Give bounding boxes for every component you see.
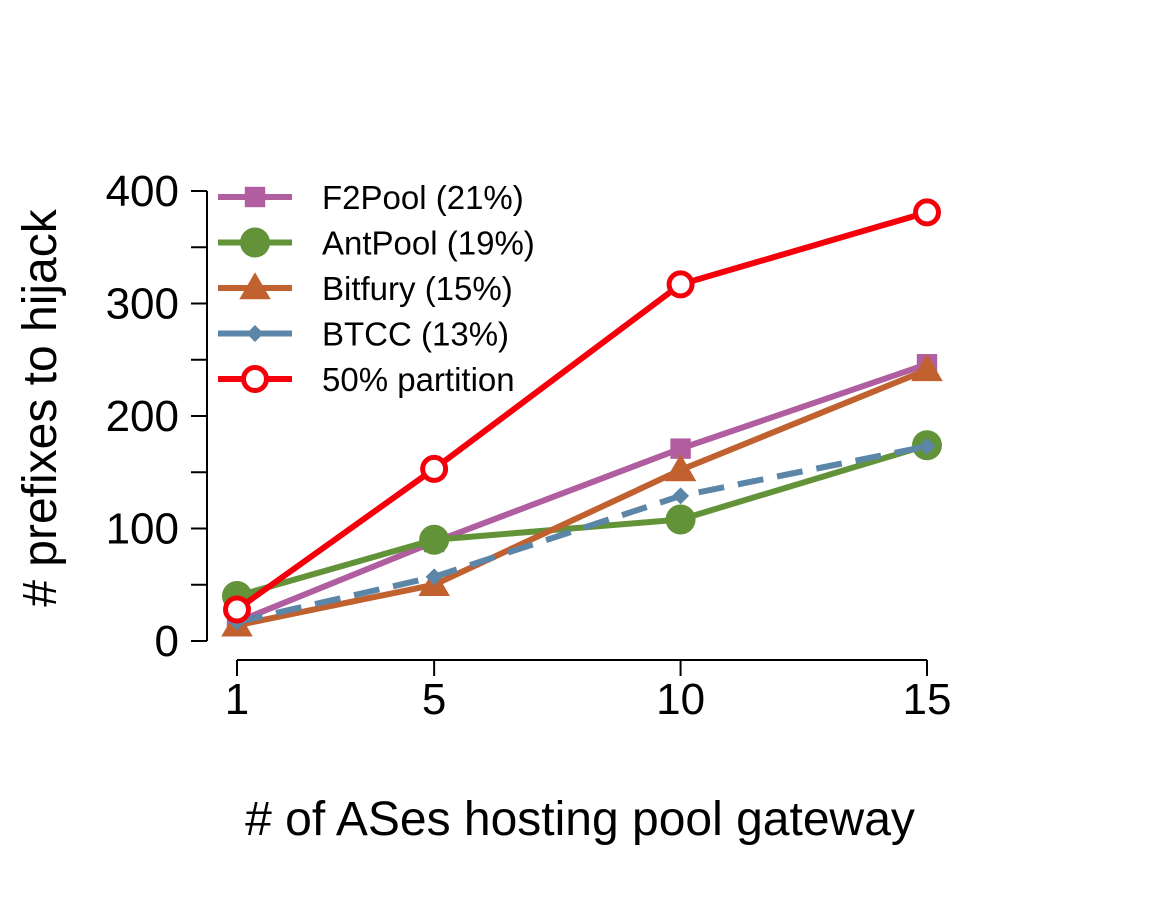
data-point [420,454,449,483]
legend-label: AntPool (19%) [322,225,535,262]
y-axis: 0 100 200 300 400 [106,167,208,666]
y-tick-label: 0 [155,617,179,666]
data-point [911,354,943,382]
series-line [235,361,928,625]
data-point [913,198,941,227]
legend-marker [244,186,266,208]
x-tick-label: 15 [903,675,952,724]
legend-item-2: Bitfury (15%) [218,270,513,307]
x-axis-label: # of ASes hosting pool gateway [245,793,915,846]
legend-item-0: F2Pool (21%) [218,179,524,216]
data-point [223,595,251,624]
legend-marker [246,325,264,342]
data-point [665,504,696,535]
x-tick-label: 1 [225,675,249,724]
y-tick-label: 200 [106,392,179,441]
data-point [664,454,697,482]
y-tick-label: 400 [106,167,179,216]
legend: F2Pool (21%) AntPool (19%) Bitfury (15%) BT… [218,179,535,398]
y-axis-label: # prefixes to hijack [14,208,67,607]
series-4 [223,198,941,624]
data-point [918,437,936,455]
legend-label: Bitfury (15%) [322,270,513,307]
legend-marker [241,365,269,393]
series-line [236,367,929,629]
data-point [672,487,690,505]
data-point [425,568,443,586]
legend-label: 50% partition [322,361,515,398]
series-line [235,209,928,612]
series-3 [228,437,936,631]
data-point [419,524,450,555]
series-layer [221,198,943,637]
y-tick-label: 300 [106,280,179,329]
x-tick-label: 10 [656,675,705,724]
legend-item-4: 50% partition [218,361,515,398]
data-point [670,438,691,459]
legend-label: F2Pool (21%) [322,179,524,216]
series-line [236,443,928,625]
data-point [666,270,695,299]
legend-marker [239,272,271,300]
legend-marker [240,227,270,258]
legend-item-1: AntPool (19%) [218,225,535,262]
y-tick-label: 100 [106,505,179,554]
x-axis: 1 5 10 15 [225,659,952,724]
legend-label: BTCC (13%) [322,316,509,353]
x-tick-label: 5 [422,675,446,724]
legend-item-3: BTCC (13%) [218,316,509,353]
